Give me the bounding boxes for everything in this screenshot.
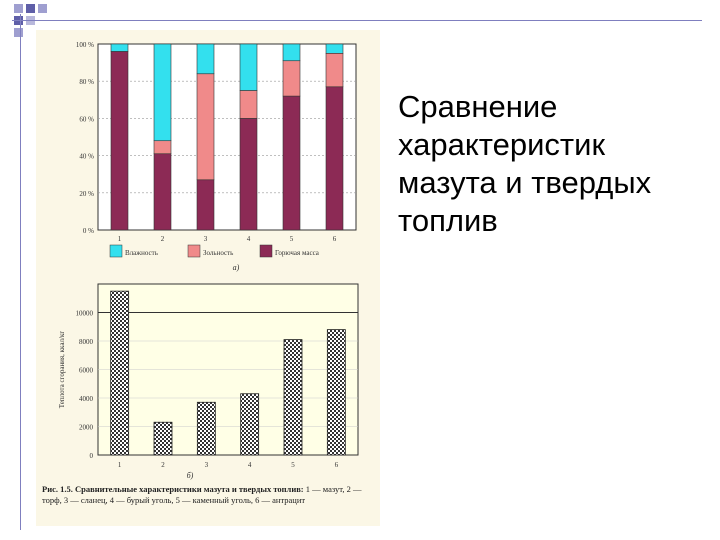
x-tick-label: 5 (291, 461, 295, 469)
caption-lead: Рис. 1.5. Сравнительные характеристики м… (42, 484, 304, 494)
y-tick-label: 0 (90, 452, 94, 460)
bar-segment (239, 118, 258, 231)
bar-segment (239, 43, 258, 91)
x-tick-label: 2 (161, 461, 165, 469)
y-tick-label: 20 % (79, 190, 94, 198)
y-tick-label: 40 % (79, 153, 94, 161)
bar-segment (325, 43, 344, 54)
decorative-vertical-line (20, 14, 21, 530)
deco-square (14, 4, 23, 13)
y-tick-label: 6000 (79, 367, 94, 375)
x-tick-label: 6 (335, 461, 339, 469)
y-tick-label: 10000 (76, 310, 94, 318)
bar-segment (196, 43, 215, 75)
bar (196, 401, 216, 456)
legend-swatch (187, 244, 201, 258)
deco-square (26, 4, 35, 13)
legend-label: Горючая масса (275, 249, 320, 257)
y-tick-label: 8000 (79, 338, 94, 346)
y-tick-label: 100 % (76, 41, 94, 49)
deco-square (38, 4, 47, 13)
legend-swatch (109, 244, 123, 258)
y-tick-label: 0 % (83, 227, 94, 235)
x-tick-label: 3 (204, 235, 208, 243)
bar-segment (239, 90, 258, 119)
bar-segment (282, 43, 301, 62)
bar-segment (153, 153, 172, 231)
bar-segment (196, 73, 215, 181)
legend-label: Зольность (203, 249, 233, 257)
x-tick-label: 4 (247, 235, 251, 243)
bar-segment (282, 60, 301, 97)
x-tick-label: 1 (118, 235, 122, 243)
bar (326, 329, 346, 456)
panel-label: а) (233, 263, 240, 272)
bar-segment (282, 95, 301, 231)
bar (153, 421, 173, 456)
chart-heating-value: 0 2000 4000 6000 8000 10000 1 2 3 4 5 6 Теплота сгор… (58, 283, 359, 480)
bar (283, 339, 303, 456)
x-tick-label: 6 (333, 235, 337, 243)
bar-segment (110, 51, 129, 231)
legend-swatch (259, 244, 273, 258)
x-tick-label: 2 (161, 235, 165, 243)
bar-segment (196, 179, 215, 231)
y-tick-label: 80 % (79, 78, 94, 86)
bar (240, 393, 260, 456)
slide-title: Сравнение характеристик мазута и твердых… (398, 89, 652, 238)
panel-label: б) (187, 471, 194, 480)
decorative-horizontal-line (12, 20, 702, 21)
x-tick-label: 1 (118, 461, 122, 469)
bar-segment (153, 43, 172, 142)
bar-segment (325, 52, 344, 88)
bar-segment (110, 43, 129, 52)
x-tick-label: 4 (248, 461, 252, 469)
bar (110, 290, 130, 456)
bar-segment (153, 140, 172, 155)
bar-segment (325, 86, 344, 231)
chart-stacked-composition: 0 % 20 % 40 % 60 % 80 % 100 % 1 2 3 4 5 6 Влажность З… (76, 41, 357, 272)
y-tick-label: 2000 (79, 424, 94, 432)
plot-area (97, 43, 357, 231)
y-tick-label: 4000 (79, 395, 94, 403)
deco-square (14, 28, 23, 37)
y-tick-label: 60 % (79, 115, 94, 123)
x-tick-label: 5 (290, 235, 294, 243)
x-tick-label: 3 (205, 461, 209, 469)
y-axis-label: Теплота сгорания, ккал/кг (58, 331, 66, 409)
figure-caption: Рис. 1.5. Сравнительные характеристики м… (42, 484, 382, 506)
caption-body: 1 — мазут, 2 — торф, 3 — сланец, 4 — бур… (42, 484, 362, 505)
legend-label: Влажность (125, 249, 158, 257)
